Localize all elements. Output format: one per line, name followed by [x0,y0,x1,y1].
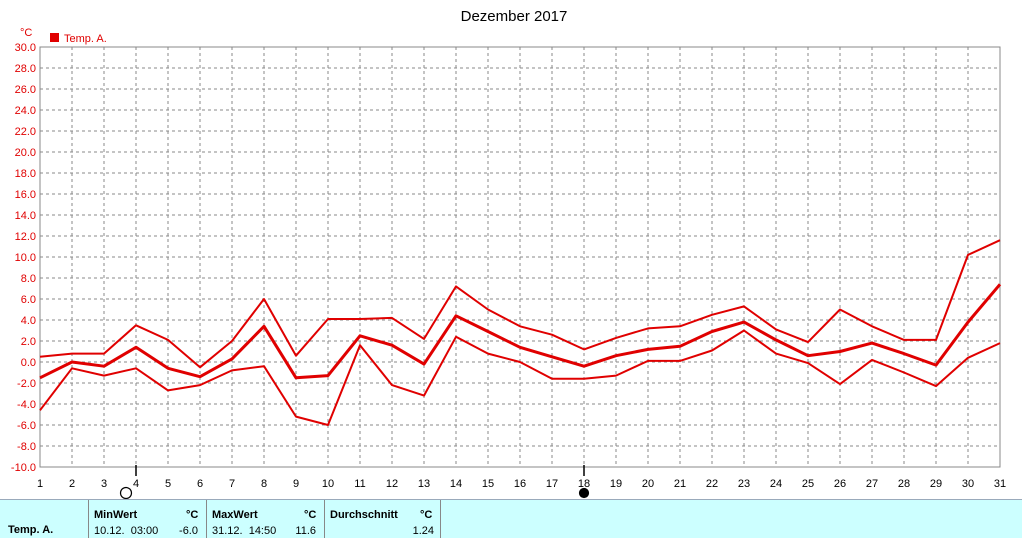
y-tick-label: 26.0 [15,84,36,96]
y-tick-label: 30.0 [15,42,36,54]
y-tick-label: 6.0 [21,294,36,306]
legend-swatch [50,33,59,42]
stats-min-cell: MinWert °C 10.12. 03:00 -6.0 [94,500,204,538]
min-label: MinWert [94,509,138,521]
x-tick-label: 17 [546,478,558,490]
new-moon-icon [119,486,133,499]
x-tick-label: 11 [354,478,365,490]
y-tick-label: 22.0 [15,126,36,138]
y-tick-label: 16.0 [15,189,36,201]
y-tick-label: 28.0 [15,63,36,75]
y-tick-label: 18.0 [15,168,36,180]
stats-separator [324,500,325,538]
series-lines [39,239,1002,426]
y-tick-label: -4.0 [17,399,36,411]
y-tick-label: 2.0 [21,336,36,348]
y-tick-label: -2.0 [17,378,36,390]
x-tick-label: 19 [610,478,622,490]
y-tick-label: 12.0 [15,231,36,243]
max-label: MaxWert [212,509,258,521]
stats-row-label-cell: Temp. A. [8,500,88,538]
avg-label: Durchschnitt [330,509,398,521]
y-tick-label: -8.0 [17,441,36,453]
min-value: -6.0 [179,525,198,537]
x-tick-label: 29 [930,478,942,490]
x-tick-label: 20 [642,478,654,490]
x-tick-label: 5 [165,478,171,490]
x-tick-label: 21 [674,478,686,490]
y-tick-label: 14.0 [15,210,36,222]
x-tick-label: 7 [229,478,235,490]
y-axis-unit: °C [20,27,32,39]
x-tick-label: 9 [293,478,299,490]
temperature-chart: Dezember 2017 °C Temp. A. 30.028.026.024… [11,8,1006,499]
x-tick-label: 22 [706,478,718,490]
x-tick-label: 3 [101,478,107,490]
x-tick-label: 18 [578,478,590,490]
x-tick-label: 28 [898,478,910,490]
chart-title: Dezember 2017 [461,8,568,25]
stats-separator [206,500,207,538]
stats-separator [88,500,89,538]
x-tick-label: 6 [197,478,203,490]
x-tick-label: 15 [482,478,494,490]
min-date: 10.12. 03:00 [94,525,159,537]
y-tick-label: 24.0 [15,105,36,117]
max-unit: °C [304,509,317,521]
y-tick-label: 4.0 [21,315,36,327]
x-tick-label: 1 [37,478,43,490]
x-tick-label: 25 [802,478,814,490]
y-tick-label: 8.0 [21,273,36,285]
avg-unit: °C [420,509,433,521]
stats-separator [440,500,441,538]
stats-max-cell: MaxWert °C 31.12. 14:50 11.6 [212,500,322,538]
x-tick-label: 4 [133,478,139,490]
x-tick-label: 14 [450,478,462,490]
x-tick-label: 8 [261,478,267,490]
moon-markers [119,465,590,499]
y-tick-label: 20.0 [15,147,36,159]
x-tick-label: 10 [322,478,334,490]
x-tick-label: 31 [994,478,1006,490]
y-tick-label: 10.0 [15,252,36,264]
series-line-min [39,329,1001,426]
max-value: 11.6 [295,525,316,537]
x-tick-label: 30 [962,478,974,490]
x-ticks: 1 2 3 4 5 6 7 8 9 10 11 12 13 14 15 16 17 18 19 20 21 22 23 24 2… [37,478,1006,490]
stats-row-label: Temp. A. [8,524,54,536]
avg-value: 1.24 [412,525,434,537]
x-tick-label: 16 [514,478,526,490]
x-tick-label: 12 [386,478,398,490]
min-unit: °C [186,509,199,521]
x-tick-label: 24 [770,478,782,490]
full-moon-icon [578,487,590,499]
grid [40,47,1000,467]
x-tick-label: 13 [418,478,430,490]
stats-avg-cell: Durchschnitt °C 1.24 [330,500,438,538]
y-tick-label: -10.0 [11,462,36,474]
y-tick-label: -6.0 [17,420,36,432]
x-tick-label: 23 [738,478,750,490]
legend-label: Temp. A. [64,33,107,45]
series-line-max [39,239,1001,369]
series-line-avg [39,283,1002,380]
x-tick-label: 26 [834,478,846,490]
y-ticks: 30.0 28.0 26.0 24.0 22.0 20.0 18.0 16.0 14.0 12.0… [11,42,36,474]
stats-panel: Temp. A. MinWert °C 10.12. 03:00 -6.0 Ma… [0,499,1022,538]
max-date: 31.12. 14:50 [212,525,277,537]
y-tick-label: 0.0 [21,357,36,369]
x-tick-label: 27 [866,478,878,490]
x-tick-label: 2 [69,478,75,490]
